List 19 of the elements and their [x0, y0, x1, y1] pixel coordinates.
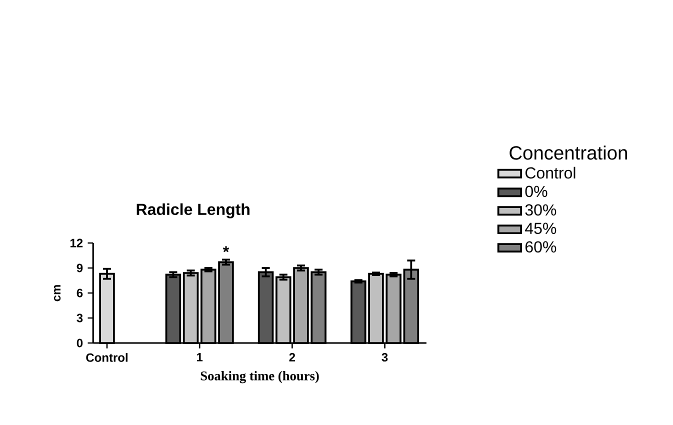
legend-title: Concentration: [510, 146, 627, 160]
legend-label: 30%: [525, 204, 556, 216]
y-tick-label: 12: [70, 238, 83, 248]
legend-label: 60%: [525, 241, 556, 253]
y-tick-label: 3: [76, 314, 83, 322]
data-label: *: [222, 246, 230, 252]
x-tick-label: 2: [289, 353, 296, 362]
x-axis-title: Soaking time (hours): [200, 371, 319, 384]
legend-label: Control: [525, 166, 576, 179]
x-tick-label: 3: [382, 353, 388, 362]
x-tick-label: 1: [197, 353, 203, 362]
legend-label: 45%: [525, 222, 556, 234]
y-tick-label: 0: [76, 338, 83, 348]
y-tick-label: 9: [76, 264, 83, 272]
legend-label: 0%: [525, 186, 548, 198]
y-axis-title: cm: [54, 285, 61, 302]
chart-title: Radicle Length: [136, 203, 250, 218]
y-tick-label: 6: [76, 288, 83, 298]
x-tick-label: Control: [86, 353, 128, 362]
